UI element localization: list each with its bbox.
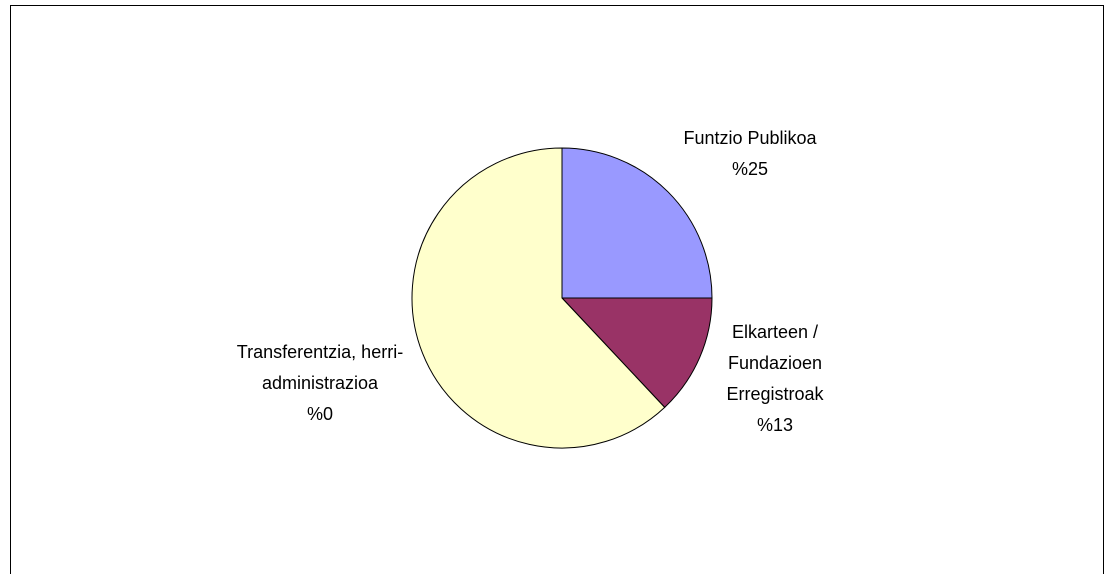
slice-name: Funtzio Publikoa: [683, 127, 817, 148]
pie-slice: [560, 297, 713, 409]
slice-name: Transferentzia, herri-administrazioa: [236, 341, 404, 393]
slice-label-box: Elkarteen / Fundazioen Erregistroak %13: [710, 317, 840, 441]
slice-value: %25: [731, 158, 769, 179]
pie-slice: [561, 147, 713, 299]
slice-name: Elkarteen / Fundazioen Erregistroak: [726, 321, 824, 404]
chart-frame: [10, 5, 1104, 574]
pie-slice: [411, 147, 666, 449]
slice-label-box: Transferentzia, herri-administrazioa %0: [205, 337, 435, 430]
slice-label: Transferentzia, herri-administrazioa %0: [205, 337, 435, 430]
slice-label-box: Funtzio Publikoa %25: [650, 123, 850, 185]
slice-value: %0: [306, 403, 333, 424]
slice-label: Funtzio Publikoa %25: [650, 123, 850, 185]
slice-label: Elkarteen / Fundazioen Erregistroak %13: [710, 317, 840, 441]
slice-value: %13: [756, 414, 794, 435]
